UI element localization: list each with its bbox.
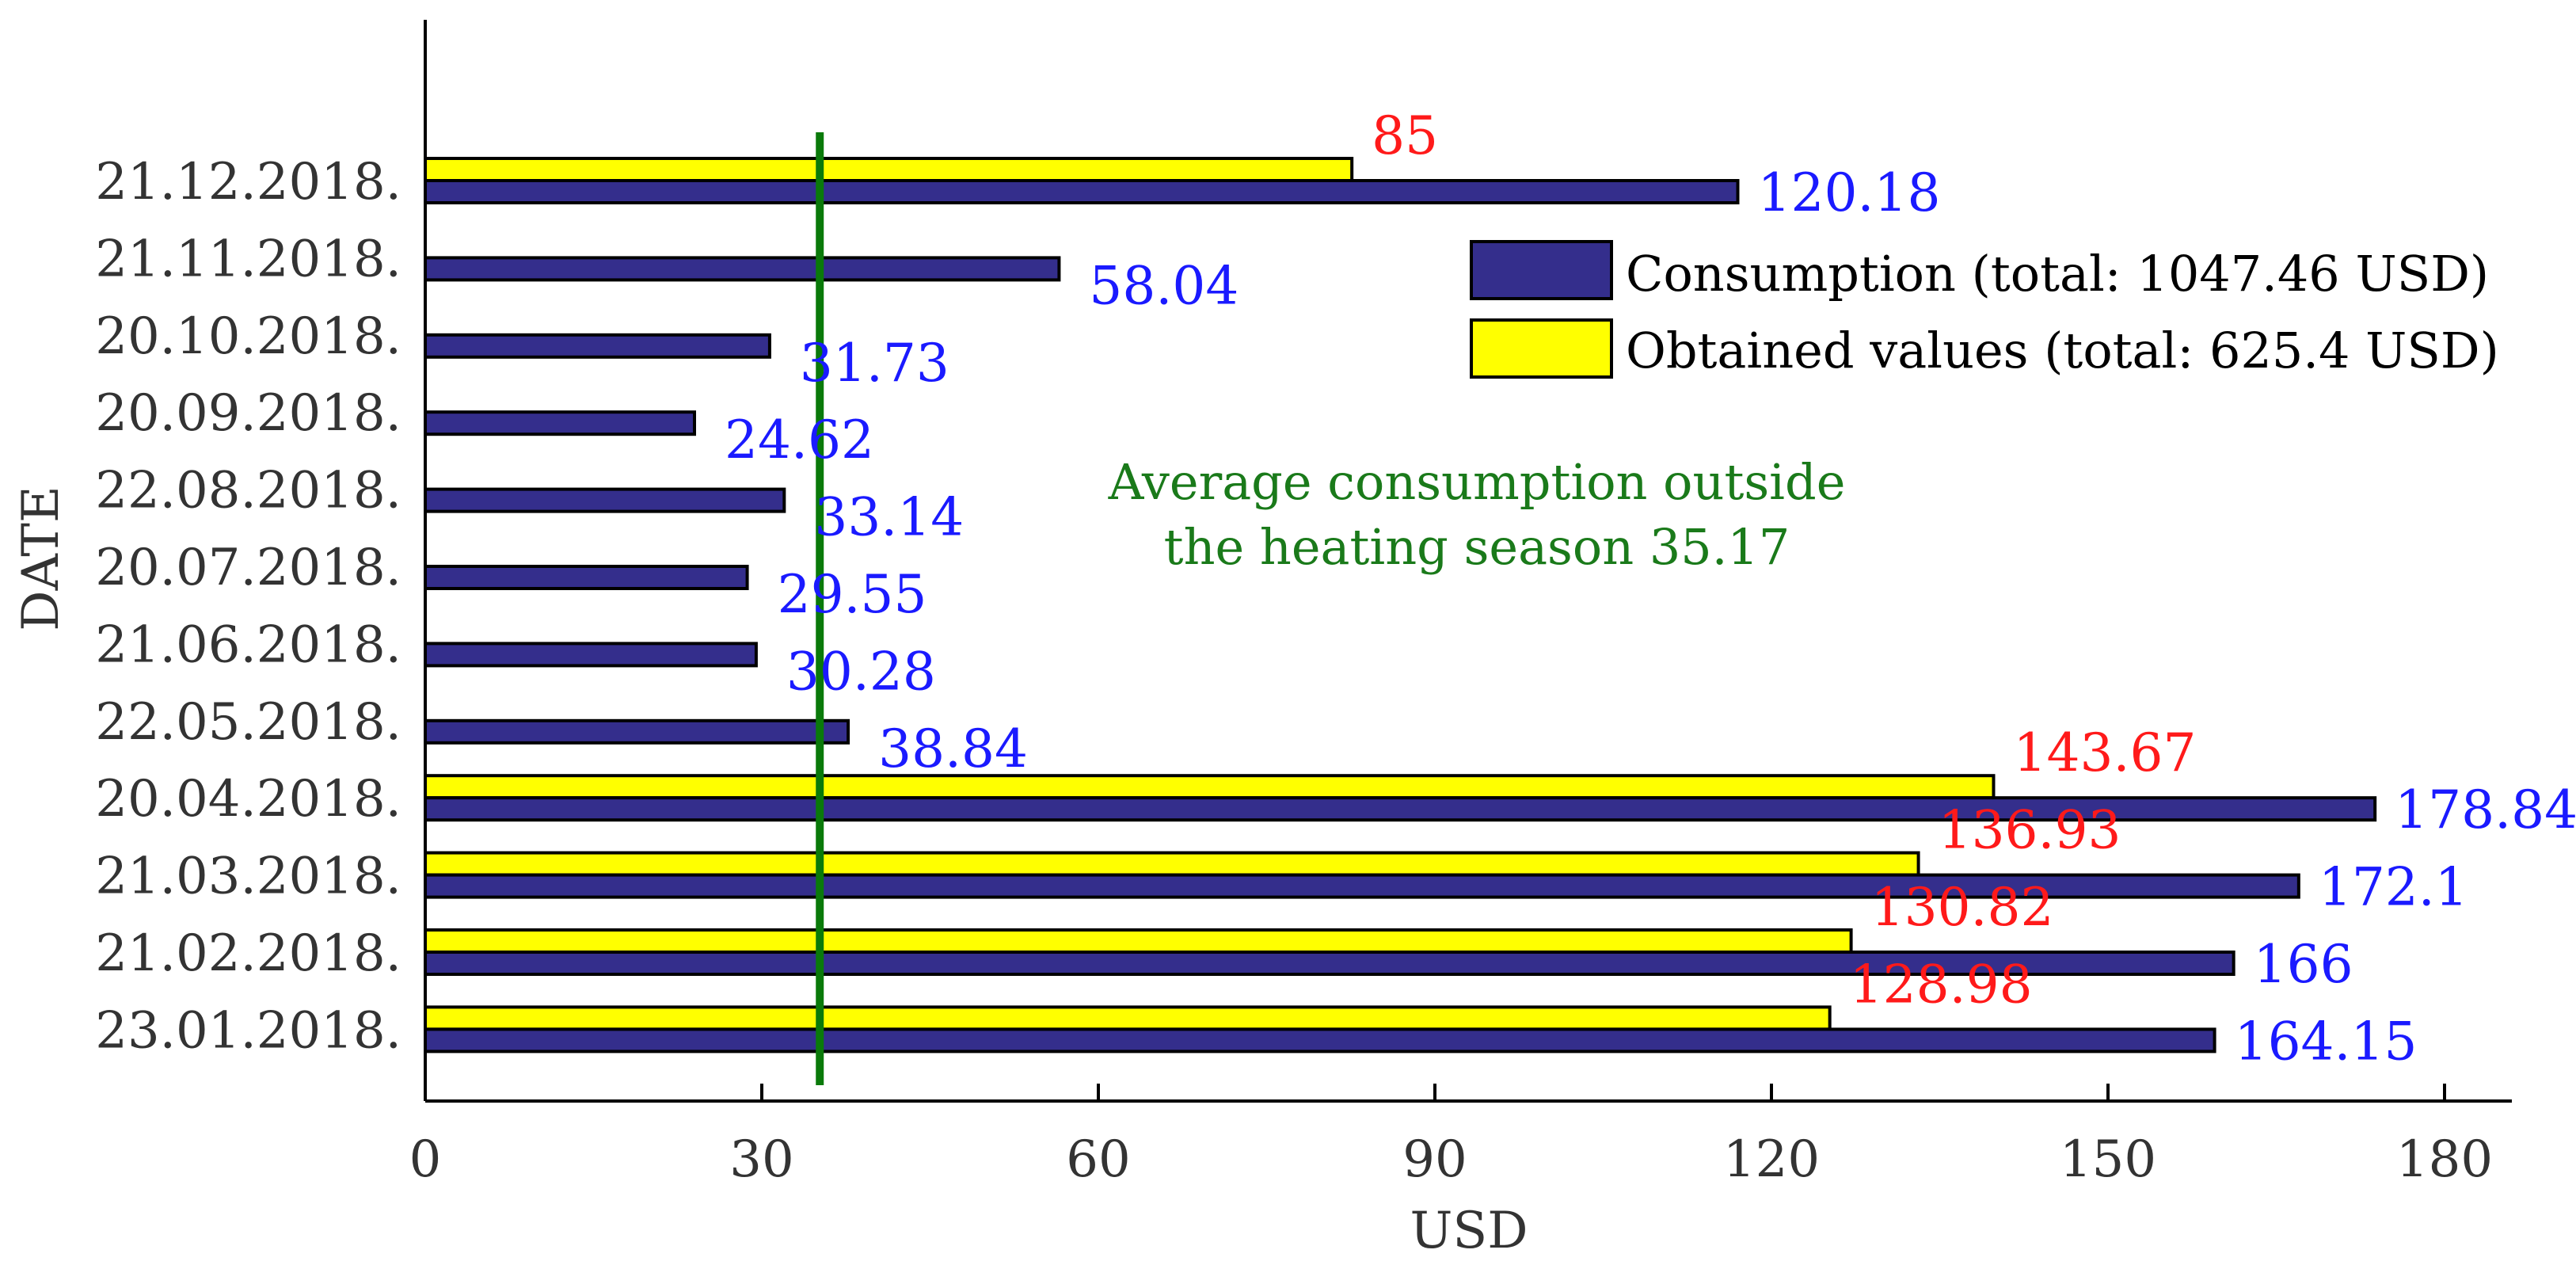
obtained-bar [424,851,1920,877]
consumption-value-label: 24.62 [725,410,874,471]
reference-annotation-line2: the heating season 35.17 [1164,518,1790,576]
y-tick-label: 21.06.2018. [95,615,401,674]
obtained-bar [424,928,1853,954]
obtained-value-label: 136.93 [1939,800,2121,861]
consumption-bar [424,873,2300,899]
consumption-bar [424,642,758,668]
obtained-bar [424,1005,1832,1031]
x-tick-label: 0 [409,1130,442,1189]
x-tick-label: 120 [1723,1130,1820,1189]
ticks-layer: 21.12.2018. 21.11.2018. 20.10.2018. 20.09.2… [95,153,2493,1189]
y-tick-label: 20.09.2018. [95,384,401,443]
consumption-value-label: 31.73 [800,333,949,394]
y-tick-label: 21.12.2018. [95,153,401,211]
consumption-value-label: 58.04 [1089,255,1239,316]
legend-swatch-obtained [1470,318,1613,379]
x-tick-label: 180 [2396,1130,2493,1189]
y-axis-title: DATE [12,486,70,631]
consumption-bar [424,410,696,436]
consumption-bar [424,256,1061,282]
consumption-value-label: 33.14 [814,487,964,548]
consumption-value-label: 178.84 [2395,779,2576,840]
y-tick-label: 22.05.2018. [95,693,401,752]
legend-label-obtained: Obtained values (total: 625.4 USD) [1626,322,2499,379]
consumption-value-label: 166 [2254,934,2353,995]
obtained-value-label: 128.98 [1850,954,2033,1015]
consumption-value-label: 164.15 [2235,1011,2418,1072]
x-tick-label: 150 [2060,1130,2156,1189]
consumption-bar [424,718,850,745]
obtained-bar [424,774,1996,800]
y-tick-label: 21.03.2018. [95,848,401,906]
obtained-bar [424,157,1354,182]
legend-label-consumption: Consumption (total: 1047.46 USD) [1626,245,2489,303]
y-tick-label: 21.02.2018. [95,924,401,983]
consumption-bar [424,796,2377,822]
obtained-value-label: 130.82 [1871,877,2054,938]
x-tick-label: 90 [1402,1130,1467,1189]
obtained-value-label: 143.67 [2014,722,2197,783]
consumption-value-label: 120.18 [1758,162,1941,223]
x-axis-title: USD [1410,1202,1528,1260]
x-tick-label: 30 [729,1130,793,1189]
consumption-bar [424,179,1740,204]
consumption-bar [424,565,749,590]
legend: Consumption (total: 1047.46 USD) Obtaine… [1470,240,2499,379]
axes-layer [424,20,2512,1103]
reference-annotation-line1: Average consumption outside [1108,453,1846,511]
consumption-value-label: 29.55 [778,564,927,625]
legend-swatch-consumption [1470,240,1613,300]
y-tick-label: 21.11.2018. [95,230,401,288]
y-tick-label: 20.04.2018. [95,770,401,829]
consumption-value-label: 30.28 [786,641,936,702]
y-tick-label: 20.10.2018. [95,307,401,366]
consumption-bar [424,1027,2216,1054]
consumption-bar [424,487,786,513]
x-tick-label: 60 [1066,1130,1130,1189]
consumption-value-label: 172.1 [2319,857,2468,918]
consumption-value-label: 38.84 [878,718,1028,779]
bars-layer [424,157,2377,1054]
y-tick-label: 23.01.2018. [95,1001,401,1060]
y-tick-label: 20.07.2018. [95,539,401,597]
value-labels-layer: 85 120.18 58.04 31.73 24.62 33.14 29.55 30.28 38… [725,105,2576,1072]
obtained-value-label: 85 [1372,105,1438,166]
y-tick-label: 22.08.2018. [95,462,401,520]
consumption-bar [424,333,771,359]
